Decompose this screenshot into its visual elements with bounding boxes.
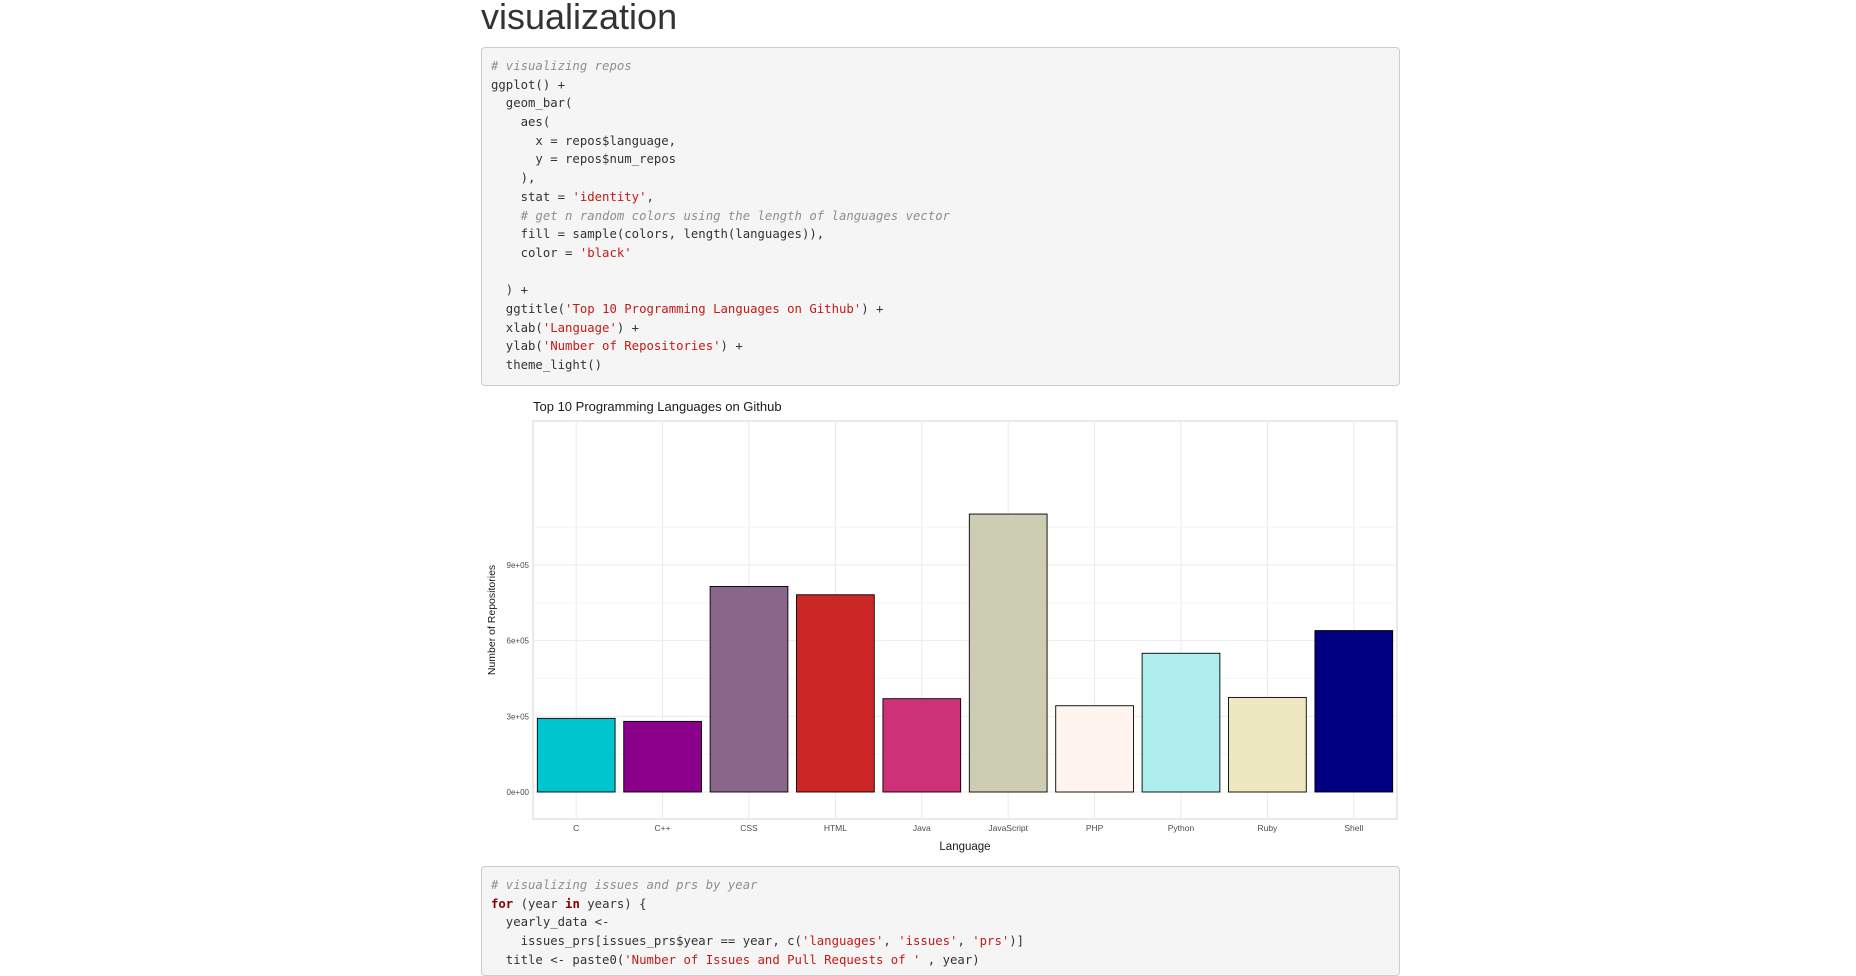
code-token-plain: years) { [579, 896, 647, 911]
code-line: fill = sample(colors, length(languages))… [491, 225, 1390, 244]
code-line: ylab('Number of Repositories') + [491, 337, 1390, 356]
x-tick-label: C [573, 823, 579, 833]
code-line: issues_prs[issues_prs$year == year, c('l… [491, 932, 1390, 951]
code-token-plain: ggtitle( [491, 301, 566, 316]
code-token-string: 'identity' [572, 189, 647, 204]
bar-chart: Top 10 Programming Languages on Github 0… [486, 399, 1398, 853]
code-token-plain: ) + [491, 283, 529, 298]
code-token-plain: , [957, 934, 973, 949]
code-token-plain: ) + [616, 320, 640, 335]
bar-css [709, 585, 789, 793]
x-tick-label: PHP [1086, 823, 1104, 833]
code-line: theme_light() [491, 356, 1390, 375]
code-token-plain: stat = [491, 189, 573, 204]
code-token-plain: (year [513, 896, 566, 911]
code-token-plain: , [646, 189, 654, 204]
code-token-plain: yearly_data <- [491, 915, 610, 930]
code-block-visualizing-repos[interactable]: # visualizing repos ggplot() + geom_bar( … [481, 47, 1400, 386]
code-line: color = 'black' [491, 244, 1390, 263]
code-line: ggplot() + [491, 76, 1390, 95]
y-tick-label: 0e+00 [507, 788, 530, 797]
code-token-plain: theme_light() [491, 358, 603, 372]
code-token-plain: ) + [720, 339, 743, 354]
code-token-string: 'issues' [898, 934, 958, 949]
x-tick-label: Shell [1344, 823, 1363, 833]
code-token-plain: , [883, 934, 899, 949]
x-tick-label: HTML [824, 823, 847, 833]
bar-java [882, 698, 962, 793]
code-token-plain: x = repos$language, [491, 133, 677, 148]
code-token-keyword: in [565, 896, 580, 911]
code-line: # visualizing issues and prs by year [491, 876, 1390, 895]
code-token-plain: ), [491, 171, 536, 186]
code-line: y = repos$num_repos [491, 150, 1390, 169]
code-line: stat = 'identity', [491, 188, 1390, 207]
bar-javascript [968, 513, 1048, 793]
code-line: title <- paste0('Number of Issues and Pu… [491, 951, 1390, 970]
x-tick-label: Java [913, 823, 931, 833]
code-token-plain: issues_prs[issues_prs$year == year, c( [491, 934, 802, 949]
x-tick-label: Ruby [1257, 823, 1278, 833]
code-token-comment: # get n random colors using the length o… [491, 208, 951, 223]
code-token-plain: ) + [861, 301, 884, 316]
bar-c [536, 717, 616, 793]
bar-python [1141, 652, 1221, 793]
code-token-keyword: for [491, 896, 514, 911]
code-token-plain: title <- paste0( [491, 952, 625, 967]
code-token-string: 'languages' [801, 934, 884, 949]
code-token-plain: )] [1009, 934, 1025, 949]
code-line: # get n random colors using the length o… [491, 207, 1390, 226]
code-line: # visualizing repos [491, 57, 1390, 76]
code-line: for (year in years) { [491, 895, 1390, 914]
y-axis-ticks: 0e+00 3e+05 6e+05 9e+05 [507, 561, 530, 797]
code-token-comment: # visualizing repos [491, 59, 632, 73]
bar-chart-figure: Top 10 Programming Languages on Github 0… [481, 393, 1400, 855]
code-line: aes( [491, 113, 1390, 132]
bar-cplusplus [623, 720, 702, 793]
code-token-plain: , year) [920, 952, 980, 967]
code-token-string: 'Number of Issues and Pull Requests of ' [624, 952, 921, 967]
code-line: ) + [491, 281, 1390, 300]
code-token-string: 'Number of Repositories' [542, 339, 721, 354]
code-token-plain: y = repos$num_repos [491, 152, 677, 167]
code-line: ), [491, 169, 1390, 188]
code-token-string: 'black' [579, 245, 632, 260]
code-token-plain: ylab( [491, 339, 543, 354]
code-line: x = repos$language, [491, 132, 1390, 151]
bar-html [796, 594, 875, 793]
bar-ruby [1228, 696, 1307, 793]
y-axis-title: Number of Repositories [486, 565, 498, 675]
bars [536, 513, 1394, 793]
code-line [491, 263, 1390, 282]
code-line: xlab('Language') + [491, 319, 1390, 338]
code-token-plain: ggplot() + [491, 77, 566, 92]
x-axis-title: Language [939, 841, 990, 853]
chart-title: Top 10 Programming Languages on Github [533, 399, 782, 414]
y-tick-label: 3e+05 [507, 712, 530, 721]
bar-php [1055, 705, 1134, 793]
x-tick-label: CSS [740, 823, 758, 833]
code-block-visualizing-issues[interactable]: # visualizing issues and prs by year for … [481, 866, 1400, 976]
code-line: ggtitle('Top 10 Programming Languages on… [491, 300, 1390, 319]
code-token-string: 'prs' [972, 934, 1010, 949]
y-tick-label: 9e+05 [507, 561, 530, 570]
x-tick-label: C++ [655, 823, 671, 833]
x-tick-label: Python [1168, 823, 1195, 833]
code-token-plain: xlab( [491, 320, 543, 335]
code-token-string: 'Language' [542, 320, 617, 335]
code-line: geom_bar( [491, 94, 1390, 113]
x-axis-ticks: C C++ CSS HTML Java JavaScript PHP Python Ruby Sh… [573, 823, 1363, 833]
y-tick-label: 6e+05 [507, 637, 530, 646]
code-token-plain: geom_bar( [491, 96, 573, 111]
code-token-plain: aes( [491, 115, 551, 130]
page-title: visualization [481, 0, 678, 37]
code-token-plain: fill = sample(colors, length(languages))… [491, 227, 825, 242]
code-token-comment: # visualizing issues and prs by year [491, 878, 758, 892]
code-token-plain: color = [491, 245, 580, 260]
bar-shell [1314, 630, 1394, 793]
code-token-string: 'Top 10 Programming Languages on Github' [565, 301, 862, 316]
code-line: yearly_data <- [491, 913, 1390, 932]
x-tick-label: JavaScript [988, 823, 1028, 833]
